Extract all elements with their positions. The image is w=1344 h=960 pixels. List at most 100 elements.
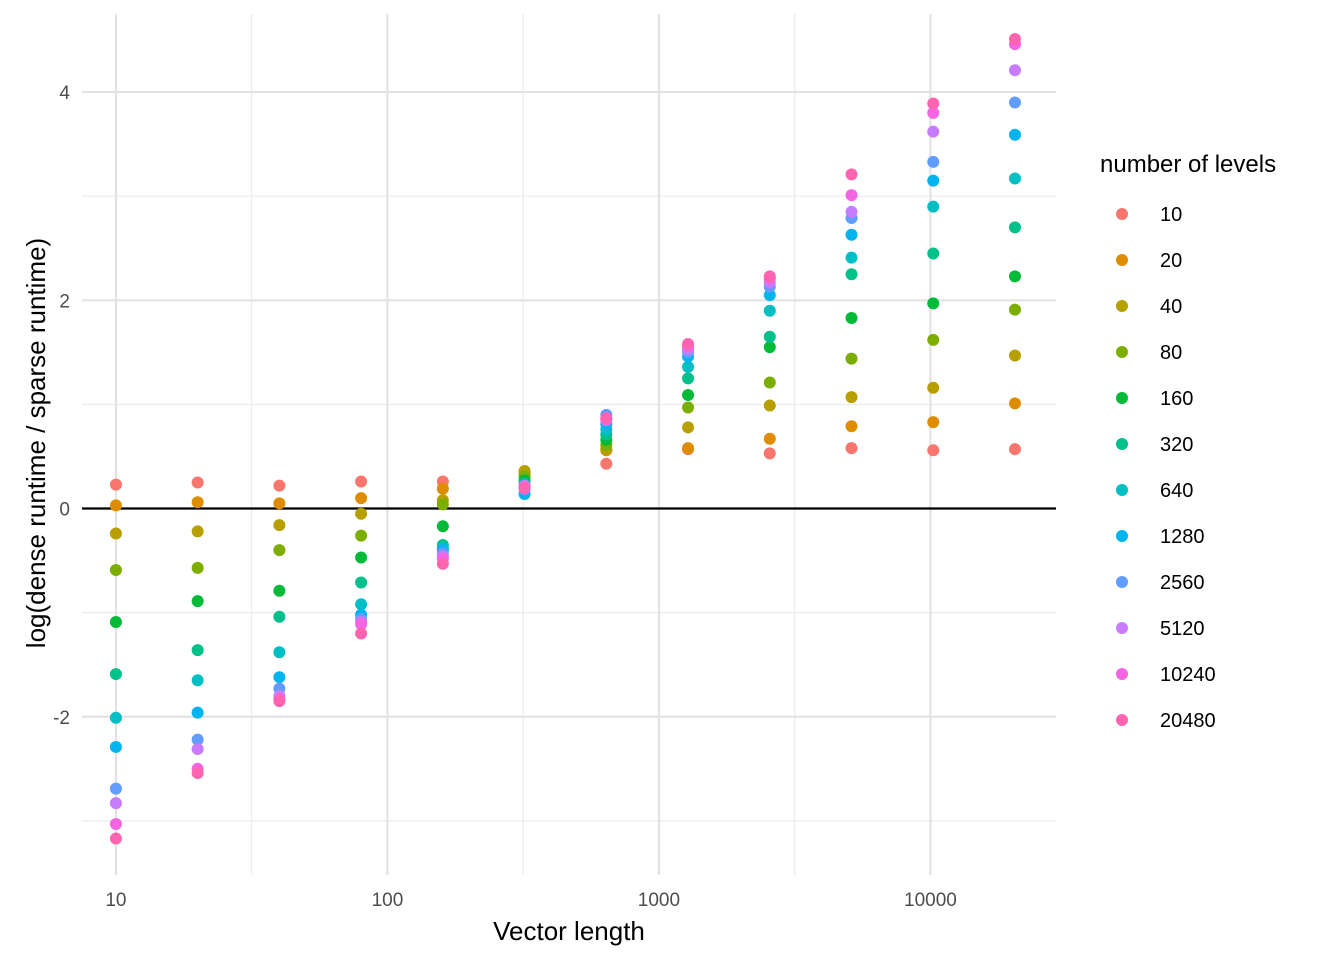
legend-key	[1116, 576, 1128, 588]
major-gridlines	[82, 14, 1056, 875]
legend-key	[1116, 622, 1128, 634]
data-point	[600, 457, 613, 470]
data-point	[927, 106, 940, 119]
data-point	[1008, 397, 1021, 410]
data-point	[436, 498, 449, 511]
data-point	[436, 520, 449, 533]
data-point	[273, 479, 286, 492]
data-point	[845, 205, 858, 218]
data-point	[109, 797, 122, 810]
data-point	[273, 584, 286, 597]
data-point	[1008, 32, 1021, 45]
legend-key	[1116, 300, 1128, 312]
data-point	[845, 268, 858, 281]
legend-label: 20	[1160, 250, 1182, 272]
data-point	[763, 399, 776, 412]
legend-label: 10240	[1160, 664, 1216, 686]
data-point	[845, 189, 858, 202]
data-point	[763, 432, 776, 445]
x-tick-label: 1000	[638, 890, 680, 911]
data-point	[682, 338, 695, 351]
data-point	[355, 551, 368, 564]
data-point	[191, 706, 204, 719]
data-point	[845, 168, 858, 181]
data-point	[1008, 270, 1021, 283]
data-point	[763, 304, 776, 317]
data-point	[927, 333, 940, 346]
legend-key	[1116, 530, 1128, 542]
x-tick-label: 100	[372, 890, 404, 911]
data-point	[682, 360, 695, 373]
data-point	[436, 482, 449, 495]
legend-label: 640	[1160, 480, 1193, 502]
legend-key	[1116, 484, 1128, 496]
data-point	[1008, 303, 1021, 316]
data-point	[109, 563, 122, 576]
data-point	[518, 481, 531, 494]
data-point	[191, 733, 204, 746]
legend-label: 320	[1160, 434, 1193, 456]
legend-key	[1116, 668, 1128, 680]
data-point	[845, 352, 858, 365]
data-point	[191, 644, 204, 657]
data-point	[273, 646, 286, 659]
legend-label: 40	[1160, 296, 1182, 318]
legend-title: number of levels	[1100, 151, 1276, 178]
data-point	[436, 557, 449, 570]
data-point	[927, 247, 940, 260]
legend-key	[1116, 438, 1128, 450]
y-tick-label: 2	[59, 291, 70, 312]
data-point	[927, 444, 940, 457]
data-point	[927, 200, 940, 213]
legend-items: 10 20 40 80 160 320 640 1280 2560 5120 10240 20480	[1116, 204, 1216, 732]
legend-label: 5120	[1160, 618, 1205, 640]
data-point	[845, 251, 858, 264]
data-point	[355, 492, 368, 505]
data-point	[682, 442, 695, 455]
legend-label: 1280	[1160, 526, 1205, 548]
legend-label: 80	[1160, 342, 1182, 364]
data-point	[109, 740, 122, 753]
legend-key	[1116, 714, 1128, 726]
data-point	[763, 330, 776, 343]
data-point	[355, 576, 368, 589]
data-point	[355, 475, 368, 488]
x-axis-title: Vector length	[493, 916, 645, 946]
data-point	[682, 401, 695, 414]
y-tick-label: 4	[59, 83, 70, 104]
data-point	[845, 442, 858, 455]
data-point	[763, 289, 776, 302]
data-point	[355, 618, 368, 631]
legend-label: 20480	[1160, 710, 1216, 732]
data-point	[191, 496, 204, 509]
data-point	[682, 372, 695, 385]
data-point	[191, 561, 204, 574]
data-point	[845, 312, 858, 325]
data-point	[355, 598, 368, 611]
data-point	[109, 832, 122, 845]
data-point	[191, 766, 204, 779]
data-point	[273, 544, 286, 557]
data-point	[191, 476, 204, 489]
legend-key	[1116, 208, 1128, 220]
x-axis-tick-labels: 10 100 1000 10000	[105, 890, 957, 911]
data-point	[109, 478, 122, 491]
minor-gridlines	[82, 14, 1056, 875]
legend: number of levels 10 20 40 80 160 320 640 1280 25…	[1100, 151, 1276, 732]
data-point	[927, 155, 940, 168]
legend-label: 160	[1160, 388, 1193, 410]
data-point	[845, 420, 858, 433]
data-point	[1008, 443, 1021, 456]
data-point	[927, 97, 940, 110]
data-point	[682, 389, 695, 402]
data-point	[109, 499, 122, 512]
data-point	[600, 411, 613, 424]
data-point	[927, 381, 940, 394]
data-point	[927, 125, 940, 138]
data-point	[763, 376, 776, 389]
data-point	[927, 297, 940, 310]
data-point	[191, 674, 204, 687]
x-tick-label: 10	[105, 890, 126, 911]
data-point	[273, 497, 286, 510]
